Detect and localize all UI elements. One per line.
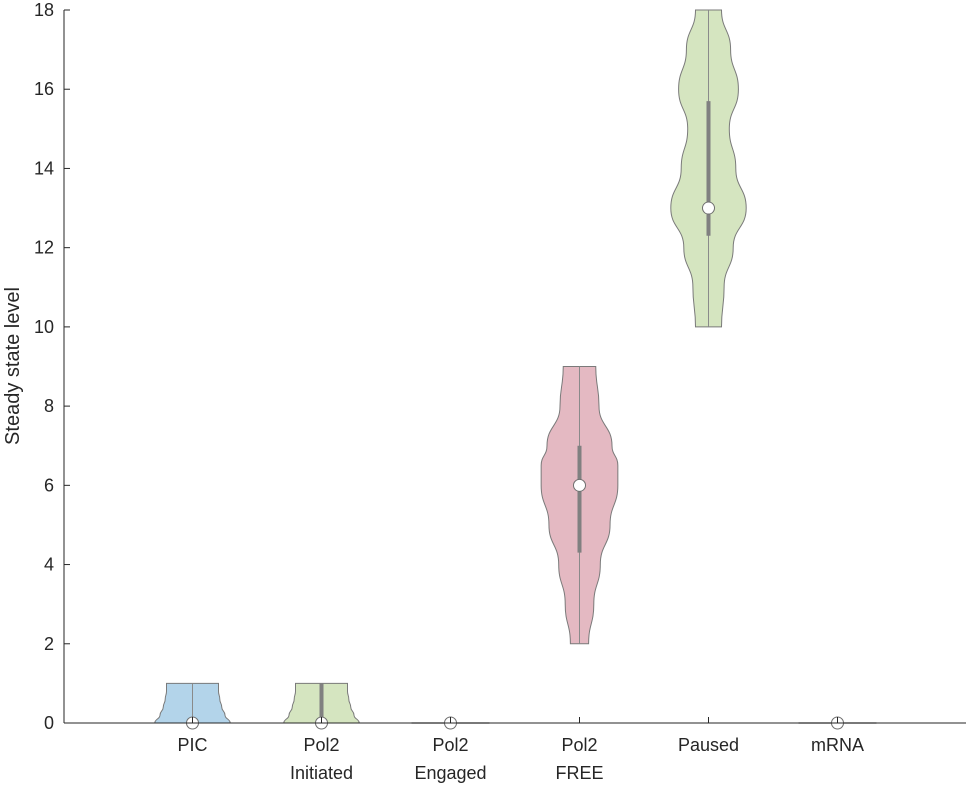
y-tick-label: 16	[34, 79, 54, 99]
y-axis-title: Steady state level	[2, 287, 24, 445]
violin-group	[670, 9, 747, 328]
violin-group	[154, 682, 231, 730]
median-marker	[702, 201, 715, 215]
x-tick-label: Pol2 FREE	[555, 735, 603, 783]
y-tick-label: 10	[34, 317, 54, 337]
y-tick-label: 8	[44, 396, 54, 416]
x-tick-label: Paused	[678, 735, 739, 755]
x-tick-label: PIC	[177, 735, 207, 755]
y-tick-label: 4	[44, 555, 54, 575]
y-tick-label: 18	[34, 0, 54, 20]
y-tick-label: 14	[34, 158, 54, 178]
y-tick-label: 0	[44, 713, 54, 733]
x-tick-label: Pol2 Initiated	[290, 735, 353, 783]
x-tick-label: mRNA	[811, 735, 864, 755]
violin-group	[540, 366, 619, 645]
axes-layer	[63, 10, 966, 724]
y-tick-label: 6	[44, 475, 54, 495]
x-ticks: PIC Pol2 Initiated Pol2 Engaged Pol2 FREE Pause…	[177, 717, 864, 783]
y-tick-label: 12	[34, 238, 54, 258]
median-marker	[573, 478, 586, 492]
y-ticks: 0 2 4 6 8 10 12 14 16 18	[34, 0, 70, 733]
y-tick-label: 2	[44, 634, 54, 654]
violins-layer	[154, 9, 877, 730]
x-tick-label: Pol2 Engaged	[414, 735, 486, 783]
